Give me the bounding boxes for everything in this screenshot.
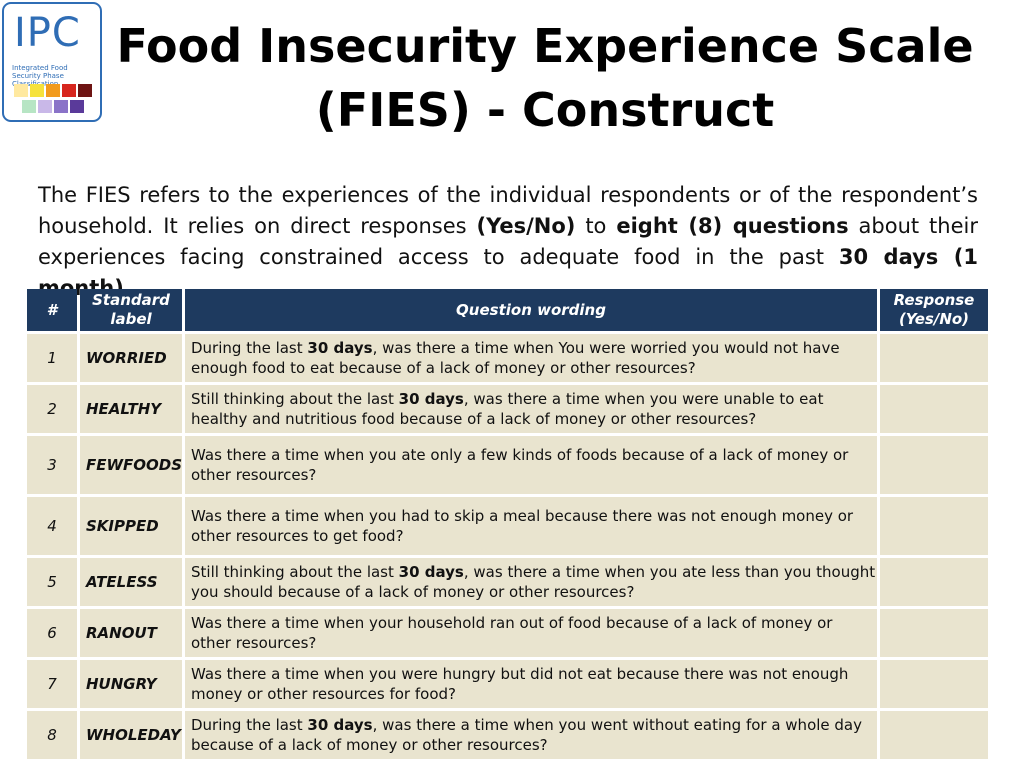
row-question: During the last 30 days, was there a tim… — [185, 711, 877, 759]
row-standard-label: WORRIED — [80, 334, 182, 382]
table-row: 5 ATELESS Still thinking about the last 30… — [27, 558, 988, 606]
intro-bold-questions: eight (8) questions — [616, 214, 849, 238]
question-text-post: Was there a time when you ate only a few… — [191, 446, 849, 484]
header-num: # — [27, 289, 77, 331]
question-text-pre: During the last — [191, 716, 308, 734]
row-response-cell[interactable] — [880, 660, 988, 708]
intro-text-2: to — [575, 214, 617, 238]
row-number: 2 — [27, 385, 77, 433]
row-number: 7 — [27, 660, 77, 708]
logo-square-4 — [62, 84, 76, 97]
row-standard-label: ATELESS — [80, 558, 182, 606]
row-question: Was there a time when you were hungry bu… — [185, 660, 877, 708]
title-line-2: (FIES) - Construct — [315, 83, 775, 137]
row-response-cell[interactable] — [880, 385, 988, 433]
row-number: 6 — [27, 609, 77, 657]
question-text-pre: During the last — [191, 339, 308, 357]
logo-square-1 — [14, 84, 28, 97]
row-response-cell[interactable] — [880, 609, 988, 657]
header-standard-label: Standard label — [80, 289, 182, 331]
row-question: Was there a time when your household ran… — [185, 609, 877, 657]
row-question: Was there a time when you ate only a few… — [185, 436, 877, 494]
logo-square-7 — [38, 100, 52, 113]
question-text-pre: Still thinking about the last — [191, 563, 399, 581]
row-standard-label: HEALTHY — [80, 385, 182, 433]
intro-paragraph: The FIES refers to the experiences of th… — [38, 180, 978, 304]
row-number: 4 — [27, 497, 77, 555]
table-row: 1 WORRIED During the last 30 days, was the… — [27, 334, 988, 382]
logo-square-8 — [54, 100, 68, 113]
page-title: Food Insecurity Experience Scale (FIES) … — [105, 14, 985, 142]
table-header-row: # Standard label Question wording Respon… — [27, 289, 988, 331]
question-text-bold: 30 days — [398, 563, 464, 581]
question-text-post: , was there a time when you went without… — [191, 716, 862, 754]
question-text-post: Was there a time when you had to skip a … — [191, 507, 854, 545]
table-row: 3 FEWFOODS Was there a time when you ate o… — [27, 436, 988, 494]
title-line-1: Food Insecurity Experience Scale — [116, 19, 974, 73]
row-number: 1 — [27, 334, 77, 382]
question-text-post: , was there a time when you ate less tha… — [191, 563, 876, 601]
table-row: 6 RANOUT Was there a time when your househ… — [27, 609, 988, 657]
logo-square-3 — [46, 84, 60, 97]
row-question: Still thinking about the last 30 days, w… — [185, 558, 877, 606]
question-text-bold: 30 days — [307, 716, 373, 734]
logo-square-6 — [22, 100, 36, 113]
question-text-post: , was there a time when You were worried… — [191, 339, 840, 377]
question-text-post: Was there a time when you were hungry bu… — [191, 665, 849, 703]
question-text-post: , was there a time when you were unable … — [191, 390, 824, 428]
logo-square-2 — [30, 84, 44, 97]
row-standard-label: FEWFOODS — [80, 436, 182, 494]
row-number: 8 — [27, 711, 77, 759]
row-number: 3 — [27, 436, 77, 494]
question-text-bold: 30 days — [307, 339, 373, 357]
row-response-cell[interactable] — [880, 711, 988, 759]
intro-text-1: The FIES refers to the experiences of th… — [38, 183, 978, 238]
row-question: Still thinking about the last 30 days, w… — [185, 385, 877, 433]
question-text-post: Was there a time when your household ran… — [191, 614, 833, 652]
header-response: Response (Yes/No) — [880, 289, 988, 331]
intro-bold-yes-no: (Yes/No) — [476, 214, 576, 238]
question-text-bold: 30 days — [398, 390, 464, 408]
logo-text: IPC — [14, 10, 81, 56]
header-question-wording: Question wording — [185, 289, 877, 331]
row-response-cell[interactable] — [880, 436, 988, 494]
row-standard-label: SKIPPED — [80, 497, 182, 555]
row-standard-label: RANOUT — [80, 609, 182, 657]
row-question: Was there a time when you had to skip a … — [185, 497, 877, 555]
table-row: 4 SKIPPED Was there a time when you had to… — [27, 497, 988, 555]
table-row: 7 HUNGRY Was there a time when you were hu… — [27, 660, 988, 708]
row-standard-label: WHOLEDAY — [80, 711, 182, 759]
row-question: During the last 30 days, was there a tim… — [185, 334, 877, 382]
row-number: 5 — [27, 558, 77, 606]
row-response-cell[interactable] — [880, 558, 988, 606]
fies-table: # Standard label Question wording Respon… — [24, 286, 991, 762]
row-response-cell[interactable] — [880, 334, 988, 382]
table-row: 8 WHOLEDAY During the last 30 days, was th… — [27, 711, 988, 759]
table-row: 2 HEALTHY Still thinking about the last 30… — [27, 385, 988, 433]
question-text-pre: Still thinking about the last — [191, 390, 399, 408]
ipc-logo: IPC Integrated Food Security Phase Class… — [2, 2, 102, 122]
intro-text-3: about their experiences facing constrain… — [38, 214, 978, 269]
row-response-cell[interactable] — [880, 497, 988, 555]
logo-square-9 — [70, 100, 84, 113]
row-standard-label: HUNGRY — [80, 660, 182, 708]
logo-square-5 — [78, 84, 92, 97]
